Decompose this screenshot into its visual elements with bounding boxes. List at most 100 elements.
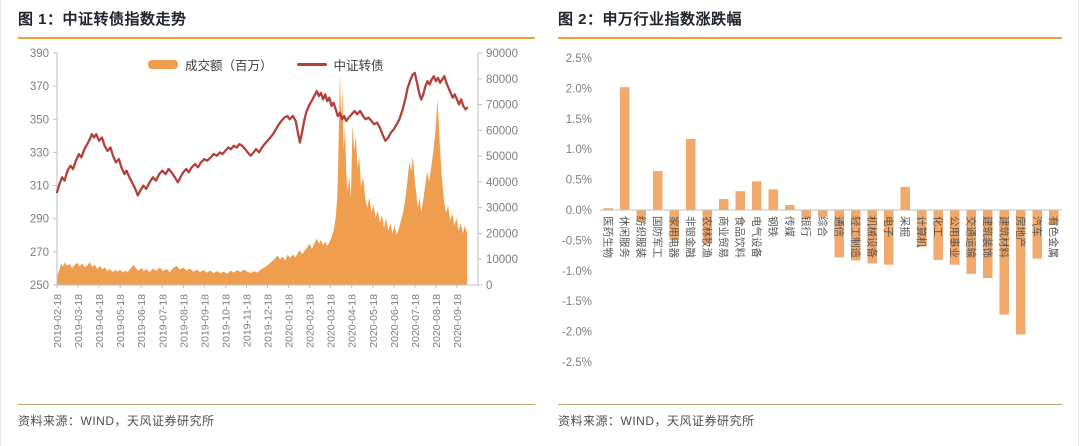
category-label: 通信 bbox=[832, 216, 844, 237]
industry-bar bbox=[1016, 210, 1026, 335]
figure1-legend: 成交额（百万） 中证转债 bbox=[148, 55, 384, 74]
right-axis-tick-label: 60000 bbox=[486, 125, 518, 137]
volume-area-series bbox=[57, 73, 468, 285]
figure2-title-rule bbox=[558, 37, 1062, 39]
industry-bar bbox=[867, 210, 877, 264]
figure2-title: 图 2：申万行业指数涨跌幅 bbox=[558, 11, 743, 28]
right-axis-tick-label: 0 bbox=[486, 280, 492, 292]
industry-bar bbox=[851, 210, 861, 261]
left-edge-divider bbox=[0, 0, 1, 446]
industry-bar bbox=[735, 191, 745, 210]
x-axis-tick-label: 2019-03-18 bbox=[73, 294, 85, 348]
category-label: 建筑材料 bbox=[997, 216, 1010, 258]
x-axis-tick-label: 2020-02-18 bbox=[305, 294, 317, 348]
right-axis-tick-label: 30000 bbox=[486, 203, 518, 215]
x-axis-tick-label: 2019-10-18 bbox=[220, 294, 232, 348]
category-label: 计算机 bbox=[915, 216, 928, 248]
x-axis-tick-label: 2020-03-18 bbox=[326, 294, 338, 348]
category-label: 银行 bbox=[799, 216, 812, 237]
category-label: 纺织服装 bbox=[634, 216, 647, 258]
industry-bar bbox=[801, 210, 811, 219]
right-axis-tick-label: 20000 bbox=[486, 228, 518, 240]
category-label: 建筑装饰 bbox=[981, 216, 994, 258]
category-label: 休闲服务 bbox=[618, 216, 631, 258]
left-axis-tick-label: 370 bbox=[30, 81, 49, 93]
y-axis-tick-label: 0.5% bbox=[566, 175, 592, 187]
x-axis-tick-label: 2020-06-18 bbox=[389, 294, 401, 348]
category-label: 有色金属 bbox=[1047, 216, 1060, 258]
figure1-chart: 250 270 290 310 330 350 370 390 0 10000 20000 30000… bbox=[30, 48, 518, 348]
industry-bar bbox=[884, 210, 894, 265]
industry-bar bbox=[950, 210, 960, 265]
y-axis-tick-label: 1.5% bbox=[566, 114, 592, 126]
category-label: 采掘 bbox=[898, 216, 911, 237]
industry-bar bbox=[900, 186, 910, 210]
left-axis-tick-label: 390 bbox=[30, 48, 49, 60]
left-axis-tick-label: 310 bbox=[30, 181, 49, 193]
industry-bar bbox=[999, 210, 1009, 315]
category-label: 食品饮料 bbox=[733, 216, 746, 258]
industry-bar bbox=[966, 210, 976, 274]
industry-bar bbox=[917, 210, 927, 247]
figure1-title-rule bbox=[18, 37, 535, 39]
industry-bar bbox=[752, 181, 762, 210]
index-line-swatch-icon bbox=[296, 62, 327, 67]
industry-bar bbox=[686, 138, 696, 210]
y-axis-tick-label: 0.0% bbox=[566, 205, 592, 217]
y-axis-tick-label: 2.5% bbox=[566, 53, 592, 65]
right-axis-tick-label: 50000 bbox=[486, 151, 518, 163]
left-axis-tick-label: 290 bbox=[30, 214, 49, 226]
figure2-chart: 2.5% 2.0% 1.5% 1.0% 0.5% 0.0% -0.5% -1.0% -1.5% -… bbox=[562, 53, 1062, 369]
right-axis-tick-label: 40000 bbox=[486, 177, 518, 189]
x-axis-tick-label: 2019-11-18 bbox=[241, 294, 253, 347]
x-axis-tick-label: 2019-05-18 bbox=[115, 294, 127, 348]
category-label: 家用电器 bbox=[667, 216, 680, 258]
x-axis-tick-label: 2020-09-18 bbox=[452, 294, 464, 348]
x-axis-tick-label: 2019-09-18 bbox=[199, 294, 211, 348]
category-label: 电子 bbox=[882, 216, 895, 237]
right-axis-tick-label: 10000 bbox=[486, 254, 518, 266]
y-axis-tick-label: -0.5% bbox=[562, 235, 592, 247]
industry-bar bbox=[983, 210, 993, 279]
category-label: 商业贸易 bbox=[717, 216, 730, 258]
category-label: 国防军工 bbox=[651, 216, 664, 258]
index-line-series bbox=[55, 71, 469, 197]
volume-legend-label: 成交额（百万） bbox=[185, 59, 273, 73]
figure1-footer-rule bbox=[18, 404, 535, 405]
category-label: 轻工制造 bbox=[849, 216, 862, 258]
x-axis-tick-label: 2020-01-18 bbox=[284, 294, 296, 348]
figure2-source: 资料来源：WIND，天风证券研究所 bbox=[558, 414, 755, 428]
y-axis-tick-label: -1.0% bbox=[562, 266, 592, 278]
industry-bar bbox=[653, 171, 663, 210]
x-axis-tick-label: 2019-07-18 bbox=[157, 294, 169, 348]
industry-bar bbox=[719, 199, 729, 210]
category-label: 医药生物 bbox=[601, 216, 614, 258]
x-axis-tick-label: 2020-04-18 bbox=[347, 294, 359, 348]
category-label: 综合 bbox=[816, 216, 829, 237]
category-label: 机械设备 bbox=[865, 216, 878, 258]
y-axis-tick-label: -2.0% bbox=[562, 327, 592, 339]
category-label: 交通运输 bbox=[964, 216, 977, 258]
industry-bar bbox=[1049, 210, 1059, 226]
industry-bar bbox=[603, 208, 613, 210]
left-axis-tick-label: 250 bbox=[30, 280, 49, 292]
figure1-source: 资料来源：WIND，天风证券研究所 bbox=[18, 414, 215, 428]
category-label: 电气设备 bbox=[750, 216, 763, 258]
industry-bar bbox=[768, 189, 778, 210]
industry-bar bbox=[702, 210, 712, 244]
category-label: 传媒 bbox=[783, 216, 796, 237]
right-axis-tick-label: 70000 bbox=[486, 100, 518, 112]
x-axis-tick-label: 2020-07-18 bbox=[410, 294, 422, 348]
legend-item-volume: 成交额（百万） bbox=[148, 55, 273, 74]
category-label: 公用事业 bbox=[948, 216, 961, 258]
x-axis-tick-label: 2020-05-18 bbox=[368, 294, 380, 348]
left-axis-tick-label: 350 bbox=[30, 114, 49, 126]
legend-item-index: 中证转债 bbox=[296, 55, 384, 74]
x-axis-tick-label: 2019-06-18 bbox=[136, 294, 148, 348]
industry-bar bbox=[669, 210, 679, 241]
x-axis-tick-label: 2019-08-18 bbox=[178, 294, 190, 348]
y-axis-tick-label: -1.5% bbox=[562, 296, 592, 308]
x-axis-tick-label: 2019-04-18 bbox=[94, 294, 106, 348]
right-edge-divider bbox=[1078, 0, 1079, 446]
